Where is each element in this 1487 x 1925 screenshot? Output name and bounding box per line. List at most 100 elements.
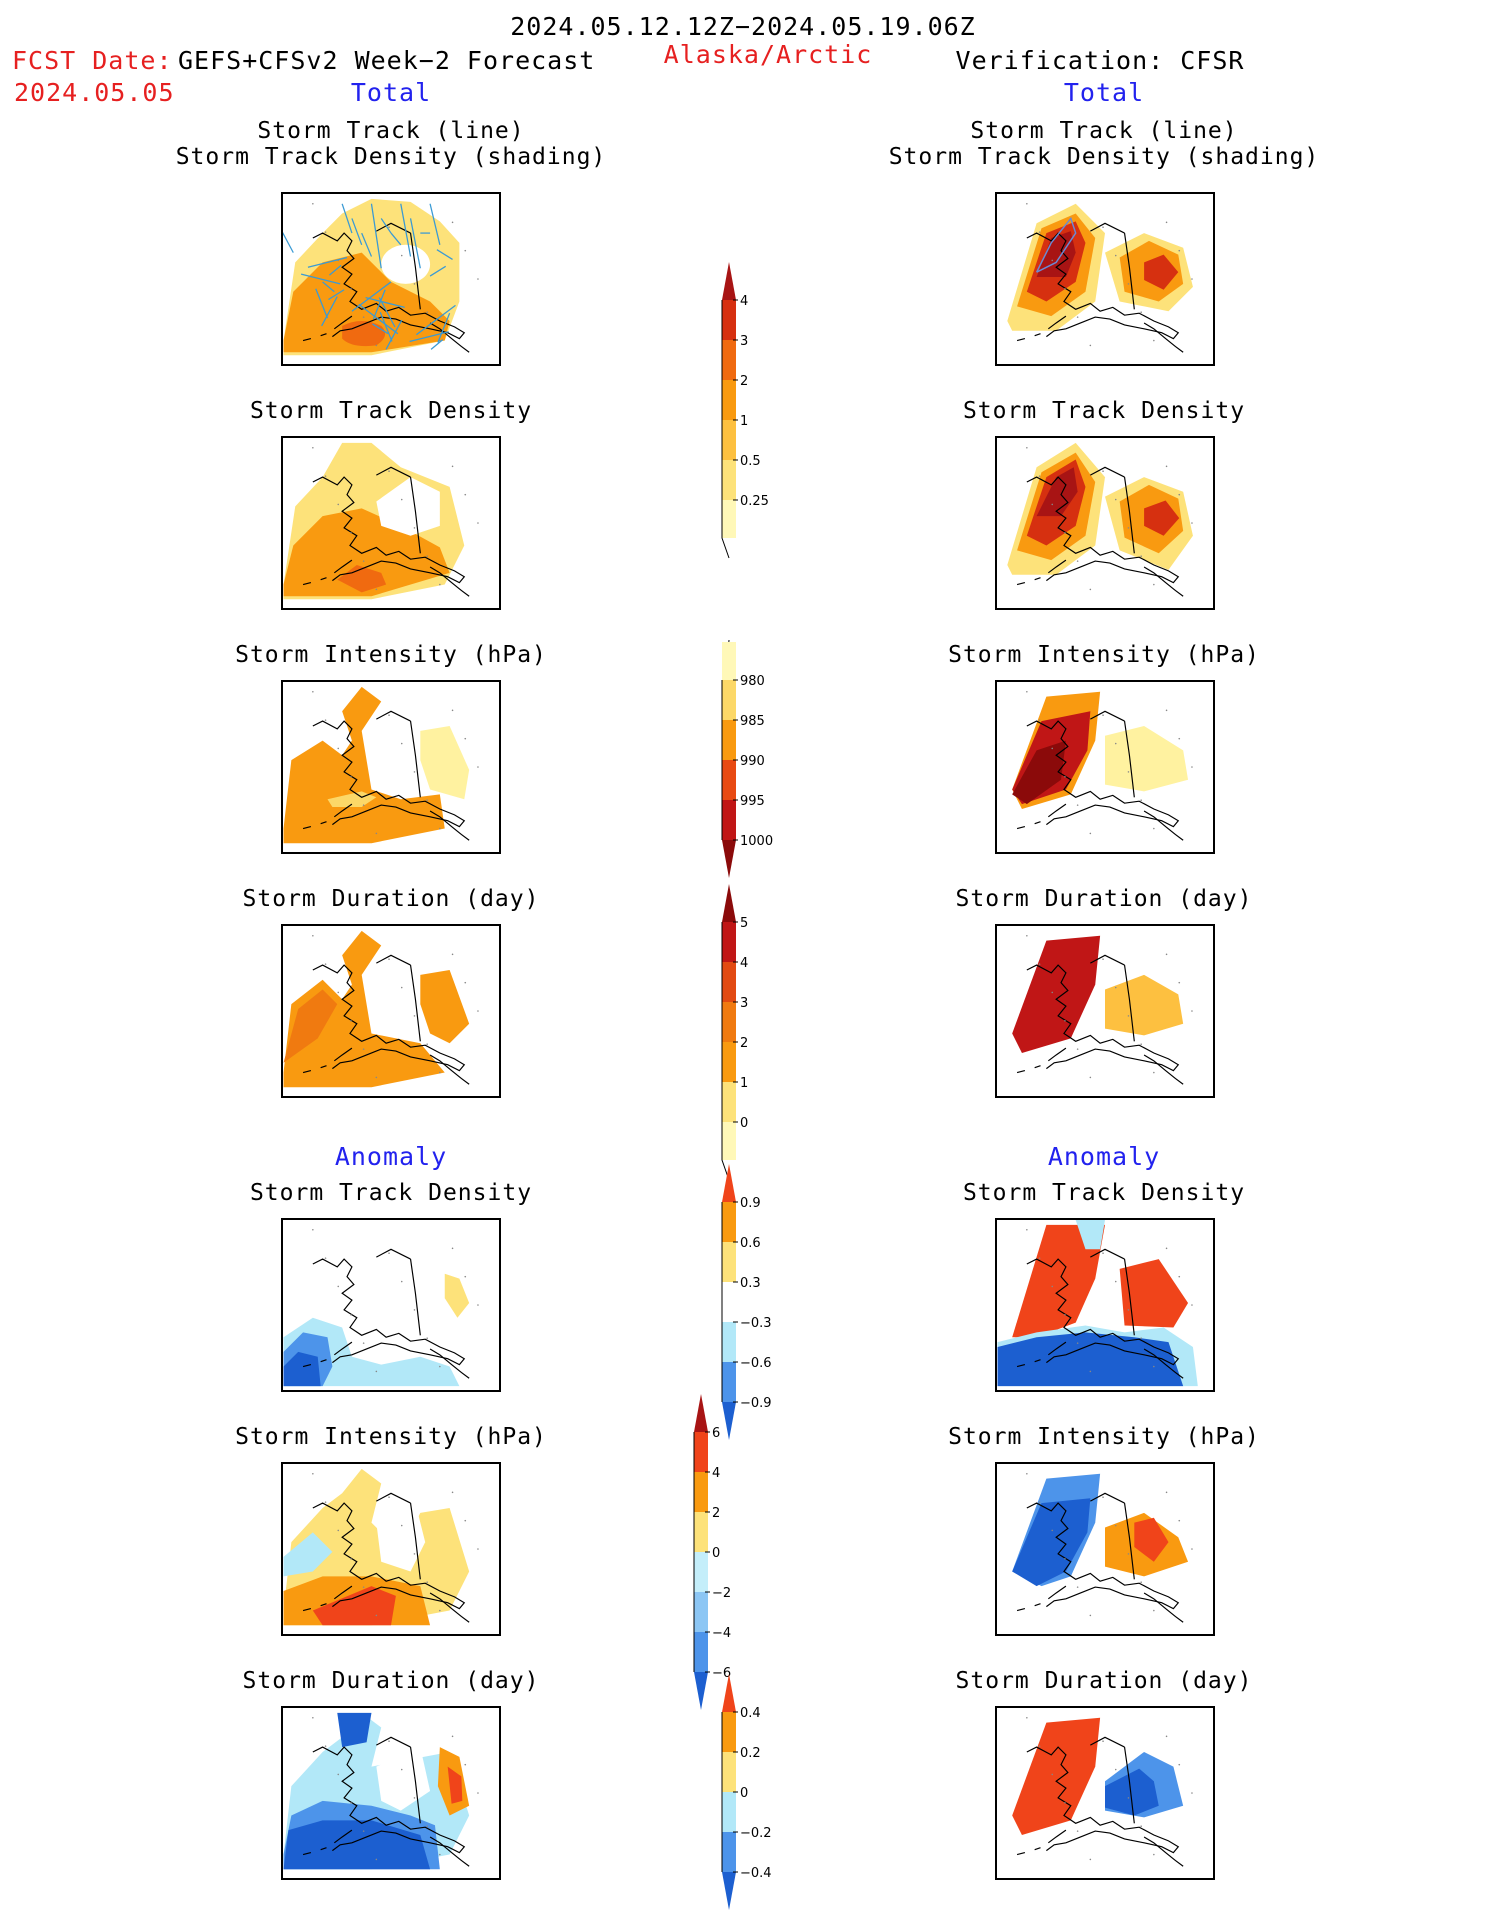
map-forecast-anom-duration — [281, 1706, 501, 1880]
graticule-dot — [464, 1763, 467, 1766]
colorbar-tick-label: 0.2 — [740, 1746, 761, 1761]
graticule-dot — [312, 1228, 314, 1231]
coastline — [429, 566, 470, 597]
graticule-dot — [400, 1768, 403, 1771]
colorbar-segment — [722, 1002, 736, 1042]
colorbar-tick-label: 1 — [740, 1076, 748, 1091]
colorbar-svg: −0.4 −0.2 0 0.2 0.4 — [721, 1674, 772, 1910]
left-title-intensity: Storm Intensity (hPa) — [235, 642, 547, 668]
graticule-dot — [350, 287, 352, 290]
map-cfsr-anom-intensity — [995, 1462, 1215, 1636]
graticule-dot — [1076, 1830, 1079, 1832]
coastline-group — [1016, 446, 1193, 597]
graticule-dot — [324, 1745, 327, 1747]
map-cfsr-anom-density — [995, 1218, 1215, 1392]
coastline — [1034, 333, 1041, 337]
graticule-dot — [426, 1581, 428, 1583]
colorbar-tick-label: 2 — [740, 1036, 748, 1051]
graticule-dot — [1165, 953, 1168, 956]
storm-track-segment — [351, 281, 392, 312]
colorbar-segment — [722, 1712, 736, 1752]
fcst-model-label: GEFS+CFSv2 Week−2 Forecast — [178, 46, 596, 75]
graticule-dot — [1102, 1496, 1104, 1498]
colorbar-bottom-block — [722, 1122, 736, 1160]
coastline — [1123, 1502, 1135, 1580]
colorbar-tick-label: 0.3 — [740, 1276, 761, 1291]
graticule-dot — [1114, 1524, 1117, 1527]
graticule-dot — [337, 1529, 340, 1532]
colorbar-segment — [722, 340, 736, 380]
graticule-dot — [477, 278, 479, 280]
coastline — [333, 1829, 353, 1844]
coastline — [1026, 1746, 1180, 1854]
storm-track-segment — [400, 203, 412, 257]
graticule-dot — [451, 1491, 454, 1494]
coastline — [376, 1492, 411, 1504]
colorbar-segment — [694, 1592, 708, 1632]
colorbar-segment — [694, 1472, 708, 1512]
colorbar-segment — [722, 680, 736, 720]
storm-track-segment — [370, 203, 382, 269]
coastline — [302, 1364, 312, 1368]
storm-track-segment — [329, 264, 342, 276]
graticule-dot — [324, 1501, 327, 1503]
left-title-density: Storm Track Density — [249, 398, 533, 424]
colorbar-tick-label: 995 — [740, 794, 765, 809]
coastline — [409, 964, 421, 1042]
graticule-dot — [1165, 1247, 1168, 1250]
coastline — [1143, 566, 1184, 597]
graticule-dot — [1140, 1337, 1142, 1339]
graticule-dot — [362, 560, 365, 562]
coastline — [302, 582, 312, 586]
coastline — [1123, 1258, 1135, 1336]
colorbar-segment — [694, 1432, 708, 1472]
coastline — [312, 1258, 466, 1366]
map-cfsr-density — [995, 436, 1215, 610]
coastline — [333, 1047, 353, 1062]
coastline — [1090, 1248, 1125, 1260]
graticule-dot — [464, 493, 467, 496]
coastline — [409, 720, 421, 798]
graticule-dot — [400, 1280, 403, 1283]
coastline-group — [302, 1716, 479, 1867]
graticule-dot — [337, 1773, 340, 1776]
coastline-group — [1016, 202, 1193, 353]
graticule-dot — [1178, 1763, 1181, 1766]
coastline — [302, 338, 312, 342]
coastline — [1143, 322, 1184, 353]
graticule-dot — [1051, 1529, 1054, 1532]
graticule-dot — [1026, 690, 1028, 693]
colorbar-tick-label: −0.3 — [740, 1316, 772, 1331]
colorbar-tick-label: 2 — [740, 374, 748, 389]
colorbar-tick-label: −0.4 — [740, 1866, 772, 1881]
colorbar-tick-label: 0.6 — [740, 1236, 761, 1251]
graticule-dot — [388, 958, 390, 960]
colorbar-segment — [722, 1322, 736, 1362]
colorbar-segment — [722, 922, 736, 962]
graticule-dot — [350, 1801, 352, 1804]
graticule-dot — [1153, 1071, 1155, 1074]
graticule-dot — [1114, 254, 1117, 257]
coastline — [1026, 720, 1180, 828]
storm-track-segment — [416, 304, 456, 336]
colorbar-tick-label: 6 — [712, 1426, 720, 1441]
colorbar-top-arrow — [722, 1674, 736, 1712]
left-title-track-line: Storm Track (line) — [257, 118, 525, 144]
coastline — [1090, 1492, 1125, 1504]
storm-track-segment — [358, 303, 399, 335]
coastline — [1143, 1054, 1184, 1085]
colorbar-segment — [722, 800, 736, 840]
map-cfsr-duration — [995, 924, 1215, 1098]
graticule-dot — [426, 1337, 428, 1339]
coastline — [1034, 1359, 1041, 1363]
colorbar-bottom-tail — [721, 500, 730, 559]
storm-track-segment — [372, 323, 389, 335]
coastline — [1016, 1070, 1026, 1074]
colorbar-segment — [722, 962, 736, 1002]
graticule-dot — [312, 934, 314, 937]
graticule-dot — [413, 1553, 416, 1555]
colorbar-segment — [722, 760, 736, 800]
coastline — [376, 1736, 411, 1748]
graticule-dot — [464, 981, 467, 984]
graticule-dot — [1153, 1365, 1155, 1368]
